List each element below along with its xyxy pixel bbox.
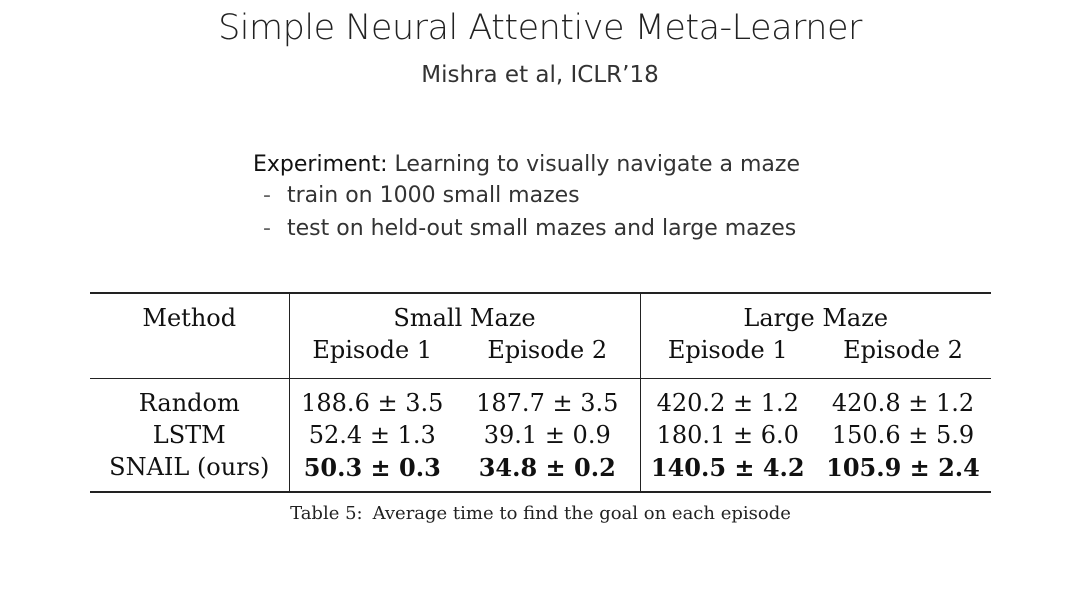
method-cell: Random	[90, 378, 290, 419]
results-table-block: Method Small Maze Large Maze Episode 1 E…	[90, 292, 991, 524]
episode-header: Episode 1	[667, 336, 788, 364]
value-cell: 188.6 ± 3.5	[301, 389, 444, 417]
table-row: Random 188.6 ± 3.5 187.7 ± 3.5 420.2 ± 1…	[90, 378, 991, 419]
value-cell: 34.8 ± 0.2	[455, 451, 641, 492]
experiment-lead: Experiment: Learning to visually navigat…	[253, 152, 800, 177]
value-cell: 52.4 ± 1.3	[308, 421, 436, 449]
value-cell: 180.1 ± 6.0	[656, 421, 799, 449]
value-cell: 105.9 ± 2.4	[826, 452, 980, 482]
experiment-description: Learning to visually navigate a maze	[394, 152, 800, 177]
value-cell: 150.6 ± 5.9	[831, 421, 975, 449]
group-header-row: Method Small Maze Large Maze	[90, 293, 991, 332]
experiment-label: Experiment:	[253, 152, 388, 177]
method-header: Method	[90, 293, 290, 332]
value-cell: 420.8 ± 1.2	[831, 389, 975, 417]
episode-header: Episode 1	[312, 336, 433, 364]
group-header-large: Large Maze	[743, 304, 889, 332]
table-caption: Table 5: Average time to find the goal on…	[90, 503, 991, 524]
experiment-section: Experiment: Learning to visually navigat…	[253, 152, 800, 249]
value-cell: 420.2 ± 1.2	[656, 389, 799, 417]
dash-icon: -	[263, 183, 271, 208]
episode-header-row: Episode 1 Episode 2 Episode 1 Episode 2	[90, 332, 991, 379]
experiment-bullets: - train on 1000 small mazes - test on held…	[253, 183, 800, 241]
bullet-item: - test on held-out small mazes and large …	[263, 216, 800, 241]
caption-text: Average time to find the goal on each ep…	[372, 503, 791, 524]
table-row: SNAIL (ours) 50.3 ± 0.3 34.8 ± 0.2 140.5…	[90, 451, 991, 492]
value-cell: 187.7 ± 3.5	[455, 378, 641, 419]
slide-subtitle: Mishra et al, ICLR’18	[421, 62, 659, 88]
value-cell: 39.1 ± 0.9	[455, 419, 641, 451]
bullet-text: train on 1000 small mazes	[287, 183, 580, 208]
bullet-item: - train on 1000 small mazes	[263, 183, 800, 208]
dash-icon: -	[263, 216, 271, 241]
value-cell: 140.5 ± 4.2	[650, 452, 805, 482]
value-cell: 50.3 ± 0.3	[303, 452, 441, 482]
method-cell: SNAIL (ours)	[90, 451, 290, 492]
results-table: Method Small Maze Large Maze Episode 1 E…	[90, 292, 991, 493]
method-header-spacer	[90, 332, 290, 379]
episode-header: Episode 2	[455, 332, 641, 379]
method-cell: LSTM	[90, 419, 290, 451]
table-row: LSTM 52.4 ± 1.3 39.1 ± 0.9 180.1 ± 6.0 1…	[90, 419, 991, 451]
episode-header: Episode 2	[843, 336, 963, 364]
group-header-small: Small Maze	[289, 293, 641, 332]
caption-tag: Table 5:	[290, 503, 363, 524]
bullet-text: test on held-out small mazes and large m…	[287, 216, 797, 241]
slide-title: Simple Neural Attentive Meta-Learner	[218, 8, 862, 48]
